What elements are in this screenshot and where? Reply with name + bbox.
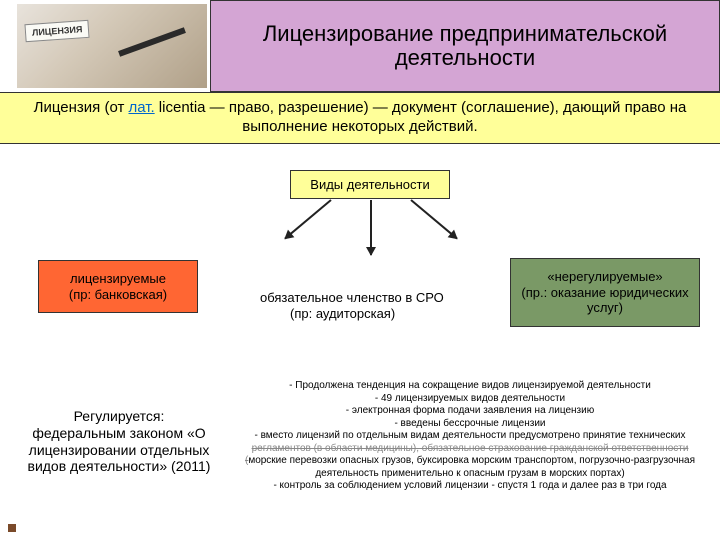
box-sro-line1: обязательное членство в СРО <box>260 290 460 306</box>
box-licensed-line1: лицензируемые <box>45 271 191 287</box>
arrow-center <box>370 200 372 255</box>
bullet-3: - электронная форма подачи заявления на … <box>230 405 710 418</box>
bullet-2: - 49 лицензируемых видов деятельности <box>230 393 710 406</box>
regulated-text: федеральным законом «О лицензировании от… <box>14 425 224 475</box>
bullet-5-post: морские перевозки опасных грузов, буксир… <box>248 455 695 479</box>
box-sro-line2: (пр: аудиторская) <box>260 306 460 322</box>
box-licensed-line2: (пр: банковская) <box>45 287 191 303</box>
types-box: Виды деятельности <box>290 170 450 199</box>
license-tag: ЛИЦЕНЗИЯ <box>24 20 90 42</box>
bullets-block: - Продолжена тенденция на сокращение вид… <box>230 380 710 493</box>
box-unregulated: «нерегулируемые» (пр.: оказание юридичес… <box>510 258 700 327</box>
bullet-1: - Продолжена тенденция на сокращение вид… <box>230 380 710 393</box>
box-unregulated-line2: (пр.: оказание юридических услуг) <box>517 285 693 316</box>
bullet-6: - контроль за соблюдением условий лиценз… <box>230 480 710 493</box>
arrow-left <box>284 199 331 239</box>
corner-marker <box>8 524 16 532</box>
regulated-label: Регулируется: <box>14 408 224 425</box>
bullet-4: - введены бессрочные лицензии <box>230 418 710 431</box>
regulated-block: Регулируется: федеральным законом «О лиц… <box>14 408 224 475</box>
bullet-5-pre: - вместо лицензий по отдельным видам дея… <box>254 430 685 441</box>
title-image: ЛИЦЕНЗИЯ <box>12 0 212 92</box>
slide-title: Лицензирование предпринимательской деяте… <box>210 0 720 92</box>
box-licensed: лицензируемые (пр: банковская) <box>38 260 198 313</box>
box-unregulated-line1: «нерегулируемые» <box>517 269 693 285</box>
definition-lat-link[interactable]: лат. <box>129 99 155 116</box>
bullet-5: - вместо лицензий по отдельным видам дея… <box>230 430 710 480</box>
pen-graphic <box>118 27 186 57</box>
definition-box: Лицензия (от лат. licentia — право, разр… <box>0 92 720 144</box>
definition-rest: licentia — право, разрешение) — документ… <box>155 99 687 135</box>
arrow-right <box>410 199 457 239</box>
box-sro: обязательное членство в СРО (пр: аудитор… <box>260 290 460 321</box>
definition-prefix: Лицензия (от <box>34 99 129 116</box>
